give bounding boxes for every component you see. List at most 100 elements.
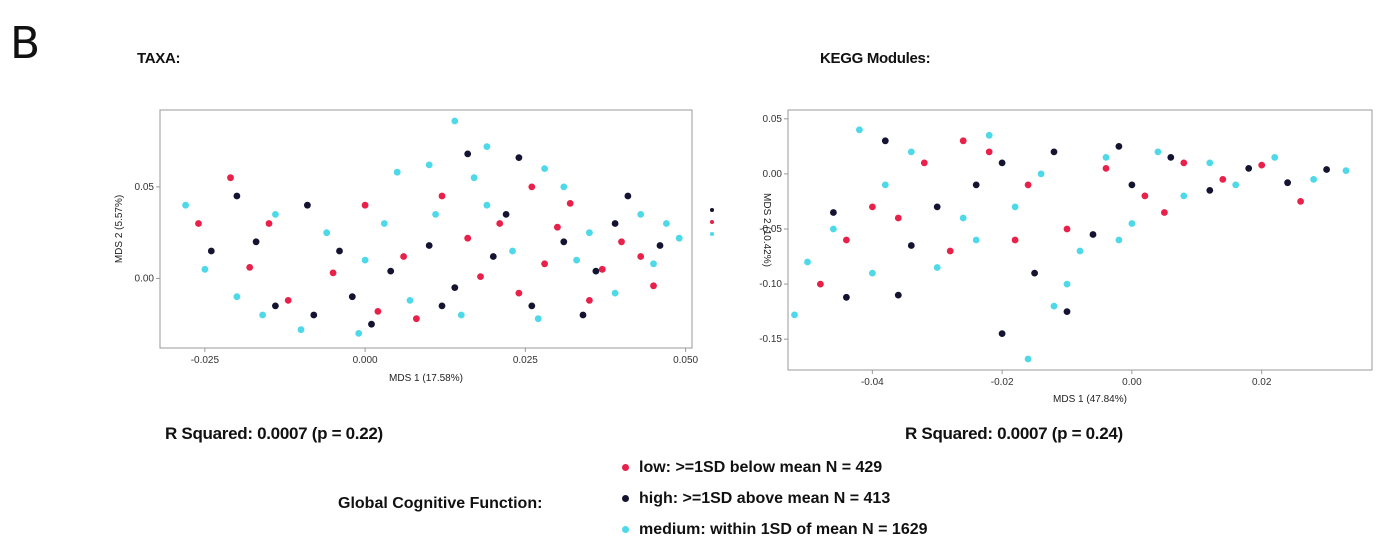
- kegg-point-medium-23: [1342, 167, 1350, 175]
- taxa-x-axis-label: MDS 1 (17.58%): [389, 373, 463, 384]
- kegg-point-medium-4: [804, 258, 811, 266]
- kegg-point-medium-18: [1180, 192, 1188, 200]
- taxa-point-high-13: [624, 192, 632, 200]
- taxa-point-low-22: [528, 183, 536, 191]
- kegg-point-medium-25: [972, 236, 980, 244]
- taxa-point-medium-27: [470, 174, 478, 182]
- taxa-point-high-12: [592, 267, 600, 275]
- legend-item-medium: medium: within 1SD of mean N = 1629: [622, 521, 928, 539]
- kegg-chart-title: KEGG Modules:: [820, 50, 931, 67]
- taxa-point-high-15: [207, 247, 215, 255]
- kegg-point-medium-10: [959, 214, 967, 222]
- taxa-point-low-1: [246, 264, 254, 271]
- kegg-point-medium-14: [1076, 247, 1084, 255]
- mini-legend: [710, 208, 714, 236]
- taxa-point-medium-24: [675, 234, 683, 242]
- kegg-x-tick-label-0: -0.04: [861, 377, 884, 388]
- taxa-point-low-13: [618, 238, 625, 246]
- taxa-point-high-22: [336, 247, 343, 255]
- taxa-point-high-17: [304, 201, 311, 209]
- kegg-point-high-13: [1206, 187, 1214, 194]
- legend-dot-medium: [622, 526, 629, 534]
- taxa-point-high-3: [272, 302, 279, 310]
- taxa-point-medium-13: [406, 297, 414, 304]
- taxa-point-low-8: [496, 220, 504, 227]
- kegg-point-high-19: [1115, 143, 1123, 150]
- kegg-point-low-2: [869, 203, 876, 211]
- kegg-point-low-1: [843, 236, 850, 244]
- kegg-point-low-7: [1063, 225, 1071, 233]
- taxa-point-medium-1: [425, 161, 433, 169]
- kegg-y-tick-label-4: 0.05: [763, 114, 783, 125]
- kegg-point-medium-6: [856, 126, 863, 134]
- taxa-point-low-5: [400, 253, 407, 260]
- kegg-point-low-8: [1102, 165, 1110, 172]
- kegg-point-low-6: [1024, 181, 1032, 189]
- taxa-point-high-8: [451, 284, 459, 291]
- taxa-point-high-0: [464, 150, 472, 158]
- taxa-point-medium-17: [509, 247, 516, 255]
- kegg-point-medium-0: [791, 311, 798, 319]
- kegg-point-high-16: [1323, 166, 1330, 173]
- taxa-y-tick-label-1: 0.05: [135, 182, 155, 193]
- kegg-point-high-11: [1128, 181, 1136, 189]
- taxa-point-medium-10: [323, 229, 331, 237]
- taxa-point-high-21: [611, 220, 619, 227]
- kegg-point-medium-2: [1050, 302, 1058, 310]
- taxa-point-low-0: [227, 174, 234, 182]
- taxa-point-high-16: [252, 238, 260, 246]
- kegg-y-tick-label-3: 0.00: [763, 169, 783, 180]
- legend-label-high: high: >=1SD above mean N = 413: [639, 490, 891, 507]
- kegg-point-medium-11: [985, 131, 993, 139]
- taxa-point-medium-25: [259, 311, 266, 319]
- kegg-point-high-9: [1050, 148, 1058, 156]
- kegg-point-medium-19: [1206, 159, 1214, 167]
- kegg-x-tick-label-3: 0.02: [1252, 377, 1272, 388]
- taxa-point-high-19: [502, 211, 510, 218]
- kegg-point-high-10: [1089, 231, 1097, 238]
- taxa-point-low-18: [554, 223, 561, 231]
- clipped-text-top-right: — — — — — — — — —: [1030, 0, 1254, 9]
- taxa-point-medium-19: [560, 183, 568, 191]
- taxa-point-medium-16: [483, 201, 491, 209]
- taxa-point-medium-3: [483, 143, 491, 151]
- taxa-point-low-15: [195, 220, 202, 227]
- kegg-point-low-3: [920, 159, 928, 167]
- kegg-point-low-9: [1141, 192, 1149, 200]
- taxa-plot-frame: [159, 109, 693, 349]
- taxa-point-low-12: [586, 297, 593, 304]
- taxa-point-medium-11: [355, 330, 363, 337]
- kegg-point-high-4: [1031, 269, 1038, 277]
- taxa-point-medium-9: [297, 326, 305, 334]
- kegg-point-high-12: [1167, 154, 1175, 161]
- taxa-point-low-16: [413, 315, 420, 323]
- taxa-point-medium-28: [573, 256, 580, 264]
- kegg-point-low-0: [817, 280, 824, 288]
- kegg-point-medium-20: [1232, 181, 1240, 189]
- kegg-point-low-14: [894, 214, 902, 222]
- kegg-point-low-10: [1180, 159, 1188, 167]
- taxa-point-medium-21: [611, 289, 619, 297]
- taxa-point-medium-14: [432, 211, 439, 218]
- kegg-point-low-17: [1161, 209, 1168, 216]
- kegg-point-high-3: [843, 293, 850, 301]
- kegg-x-tick-label-1: -0.02: [991, 377, 1014, 388]
- taxa-point-low-9: [515, 289, 523, 297]
- taxa-point-medium-22: [637, 211, 645, 218]
- taxa-point-low-7: [464, 234, 472, 242]
- taxa-point-low-23: [598, 265, 606, 273]
- taxa-point-low-17: [477, 273, 484, 280]
- taxa-point-low-19: [637, 253, 645, 260]
- kegg-point-medium-1: [1024, 355, 1032, 363]
- taxa-x-tick-label-2: 0.025: [513, 355, 538, 366]
- taxa-point-medium-4: [541, 165, 548, 173]
- mini-legend-medium-dot: [710, 232, 714, 236]
- kegg-x-axis-label: MDS 1 (47.84%): [1053, 394, 1127, 405]
- kegg-point-high-14: [1245, 165, 1253, 172]
- taxa-x-tick-label-1: 0.000: [353, 355, 378, 366]
- kegg-point-high-17: [907, 242, 915, 249]
- taxa-point-high-20: [579, 311, 587, 319]
- kegg-point-medium-26: [1115, 236, 1123, 244]
- taxa-point-low-3: [329, 269, 337, 277]
